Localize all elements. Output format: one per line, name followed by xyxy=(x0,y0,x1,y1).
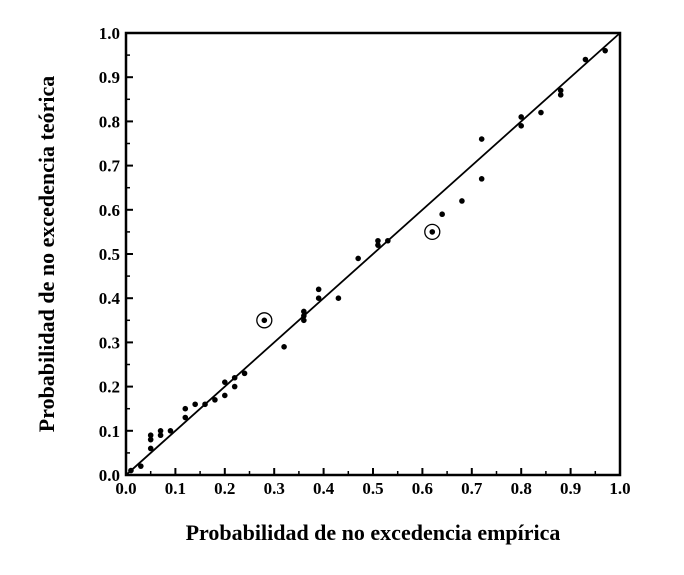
x-axis-title: Probabilidad de no excedencia empírica xyxy=(186,520,561,545)
data-point xyxy=(222,392,228,399)
reference-line xyxy=(125,32,621,476)
y-tick-label: 0.2 xyxy=(99,378,120,397)
x-tick-label: 0.0 xyxy=(115,479,136,498)
data-point xyxy=(167,428,174,434)
data-point xyxy=(261,317,268,324)
y-tick-label: 0.3 xyxy=(99,333,120,352)
highlight-ring xyxy=(256,312,273,329)
data-point xyxy=(182,405,189,412)
y-tick-label: 0.5 xyxy=(99,245,120,264)
data-point xyxy=(212,397,218,403)
data-point xyxy=(557,87,564,94)
data-point xyxy=(301,317,307,324)
y-tick-label: 0.1 xyxy=(99,422,120,441)
data-point xyxy=(557,92,564,98)
data-point xyxy=(518,123,524,129)
data-point xyxy=(138,463,144,469)
x-tick-label: 0.4 xyxy=(313,479,335,498)
data-point xyxy=(315,295,322,302)
data-point xyxy=(375,237,381,244)
data-point xyxy=(478,136,485,142)
y-tick-label: 0.6 xyxy=(99,201,120,220)
y-tick-label: 1.0 xyxy=(99,24,120,43)
x-tick-label: 0.8 xyxy=(511,479,532,498)
y-axis-title: Probabilidad de no excedencia teórica xyxy=(34,76,59,432)
data-point xyxy=(439,211,445,218)
data-point xyxy=(202,401,208,408)
x-tick-label: 0.7 xyxy=(461,479,483,498)
data-point xyxy=(315,286,322,293)
data-point xyxy=(281,344,287,350)
data-point xyxy=(147,432,154,439)
data-point xyxy=(375,242,381,248)
data-point xyxy=(538,109,544,116)
x-tick-label: 1.0 xyxy=(609,479,630,498)
data-point xyxy=(128,467,134,474)
data-point xyxy=(157,428,164,434)
x-tick-label: 0.6 xyxy=(412,479,433,498)
data-point xyxy=(222,379,228,385)
data-point xyxy=(335,295,342,302)
data-point xyxy=(429,229,436,235)
data-point xyxy=(147,436,154,443)
data-point xyxy=(301,313,307,319)
data-point xyxy=(355,255,361,262)
data-point xyxy=(241,370,248,377)
y-tick-label: 0.8 xyxy=(99,112,120,131)
x-tick-label: 0.1 xyxy=(165,479,186,498)
x-tick-label: 0.9 xyxy=(560,479,581,498)
x-tick-label: 0.5 xyxy=(362,479,383,498)
data-point xyxy=(301,308,307,315)
data-point xyxy=(385,237,391,244)
data-point xyxy=(231,383,238,390)
data-point xyxy=(231,374,238,381)
data-point xyxy=(192,401,198,408)
data-point xyxy=(157,432,164,439)
x-tick-label: 0.3 xyxy=(264,479,285,498)
y-tick-label: 0.4 xyxy=(99,289,121,308)
data-point xyxy=(182,414,189,421)
data-point xyxy=(602,47,608,54)
data-point xyxy=(518,114,524,120)
data-point xyxy=(478,176,485,182)
data-point xyxy=(147,445,154,452)
data-point xyxy=(459,198,465,204)
x-tick-label: 0.2 xyxy=(214,479,235,498)
y-tick-label: 0.0 xyxy=(99,466,120,485)
data-point xyxy=(582,56,589,63)
highlight-ring xyxy=(424,223,441,241)
y-tick-label: 0.7 xyxy=(99,157,121,176)
y-tick-label: 0.9 xyxy=(99,68,120,87)
